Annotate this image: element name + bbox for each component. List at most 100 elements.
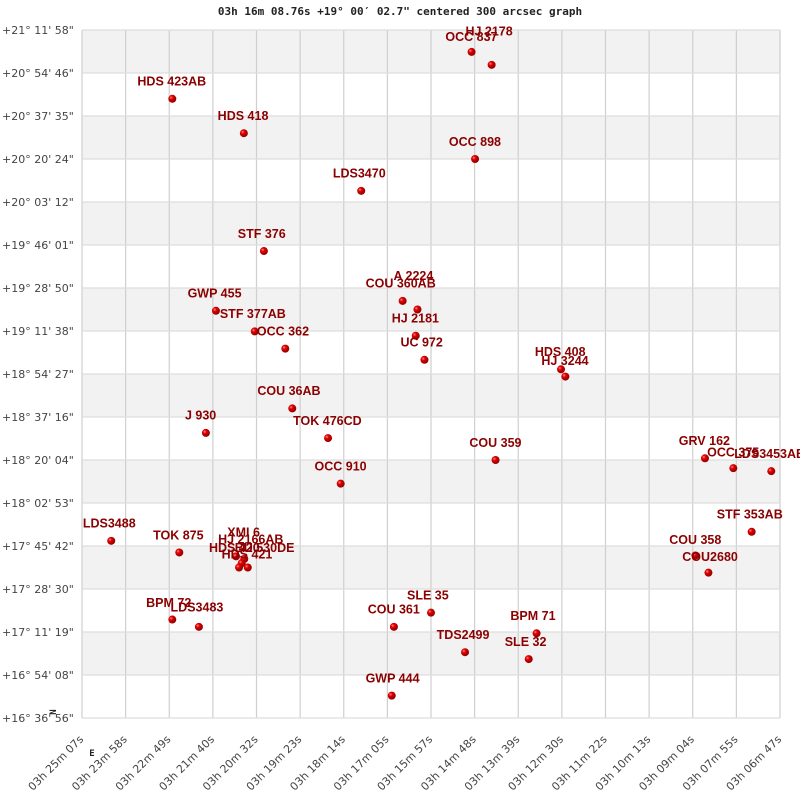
star-point[interactable] [324,434,333,443]
star-label: COU 360AB [366,277,436,291]
star-point[interactable] [461,648,470,657]
star-label: HDS 423AB [137,75,206,89]
star-label: HDS 420 [209,541,260,555]
star-label: HJ 3244 [541,354,588,368]
y-tick-label: +16° 36' 56" [2,712,74,725]
star-label: OCC 375 [707,446,759,460]
star-label: LDS3453AB [734,447,800,461]
y-tick-label: +17° 45' 42" [2,540,74,553]
star-point[interactable] [168,94,177,103]
star-point[interactable] [704,568,713,577]
star-label: COU 36AB [257,384,320,398]
star-label: HDS 408 [535,345,586,359]
star-point[interactable] [411,331,420,340]
star-point[interactable] [281,344,290,353]
star-label: LDS3470 [333,167,386,181]
y-tick-label: +19° 46' 01" [2,239,74,252]
star-point[interactable] [420,355,429,364]
star-label: TOK 476CD [293,414,362,428]
star-point[interactable] [387,691,396,700]
star-label: GWP 455 [188,287,242,301]
y-tick-label: +20° 37' 35" [2,110,74,123]
y-tick-label: +19° 11' 38" [2,325,74,338]
star-label: BPM 72 [146,596,191,610]
star-label: LDS3483 [171,600,224,614]
north-marker: N [49,709,59,714]
y-tick-label: +18° 54' 27" [2,368,74,381]
star-point[interactable] [691,551,700,560]
y-tick-label: +19° 28' 50" [2,282,74,295]
y-tick-label: +20° 03' 12" [2,196,74,209]
star-point[interactable] [471,155,480,163]
star-point[interactable] [243,563,252,572]
star-point[interactable] [107,536,116,545]
star-label: COU 361 [368,603,420,617]
star-point[interactable] [524,655,533,664]
star-point[interactable] [747,527,756,536]
compass: N E [49,709,95,759]
star-label: HJ 2181 [392,312,439,326]
chart-title: 03h 16m 08.76s +19° 00′ 02.7" centered 3… [217,5,583,18]
star-point[interactable] [487,60,496,69]
star-point[interactable] [467,47,476,56]
east-marker: E [89,749,94,759]
star-point[interactable] [250,327,259,336]
star-point[interactable] [194,622,203,631]
star-label: OCC 898 [449,135,501,149]
star-label: COU2680 [682,550,738,564]
grid-lines [81,29,781,719]
star-point[interactable] [491,456,500,464]
star-point[interactable] [557,365,566,374]
star-point[interactable] [700,454,709,463]
y-tick-label: +20° 54' 46" [2,67,74,80]
star-point[interactable] [259,247,268,256]
y-tick-label: +21° 11' 58" [2,24,74,37]
star-label: STF 376 [238,227,286,241]
star-point[interactable] [231,552,240,561]
star-point[interactable] [413,305,422,314]
star-point[interactable] [239,129,248,138]
y-axis-labels: +21° 11' 58" +20° 54' 46" +20° 37' 35" +20°… [2,24,74,725]
star-point[interactable] [211,306,220,315]
star-point[interactable] [288,404,297,413]
star-label: BU 530DE [235,541,295,555]
star-label: STF 377AB [220,307,286,321]
star-point[interactable] [389,622,398,631]
star-label: LDS3488 [83,517,136,531]
star-label: TOK 875 [153,528,204,542]
star-point[interactable] [201,428,210,437]
star-label: HJ 2166AB [218,533,283,547]
star-label: OCC 837 [445,30,497,44]
star-label: HJ 2178 [465,24,512,38]
star-point[interactable] [357,186,366,195]
star-label: SLE 32 [505,635,547,649]
star-label: GRV 162 [679,434,730,448]
star-label: J 930 [185,409,216,423]
star-point[interactable] [532,629,541,638]
star-point[interactable] [729,464,738,473]
star-point[interactable] [336,479,345,488]
star-point[interactable] [175,548,184,557]
star-point[interactable] [427,608,435,617]
star-point[interactable] [398,296,407,305]
star-point[interactable] [168,615,177,624]
star-label: COU 358 [669,533,721,547]
star-label: BPM 71 [510,609,555,623]
star-point[interactable] [235,563,244,572]
y-tick-label: +18° 20' 04" [2,454,74,467]
y-tick-label: +18° 37' 16" [2,411,74,424]
star-point[interactable] [767,467,776,476]
star-label: COU 359 [469,436,521,450]
star-label: TDS2499 [437,628,490,642]
y-tick-label: +17° 11' 19" [2,626,74,639]
star-label: STF 353AB [717,508,783,522]
star-label: SLE 35 [407,588,449,602]
star-label: UC 972 [400,336,442,350]
star-label: HDS 418 [218,109,269,123]
y-tick-label: +16° 54' 08" [2,669,74,682]
star-point[interactable] [561,372,570,381]
star-label: HDS 421 [222,548,273,562]
